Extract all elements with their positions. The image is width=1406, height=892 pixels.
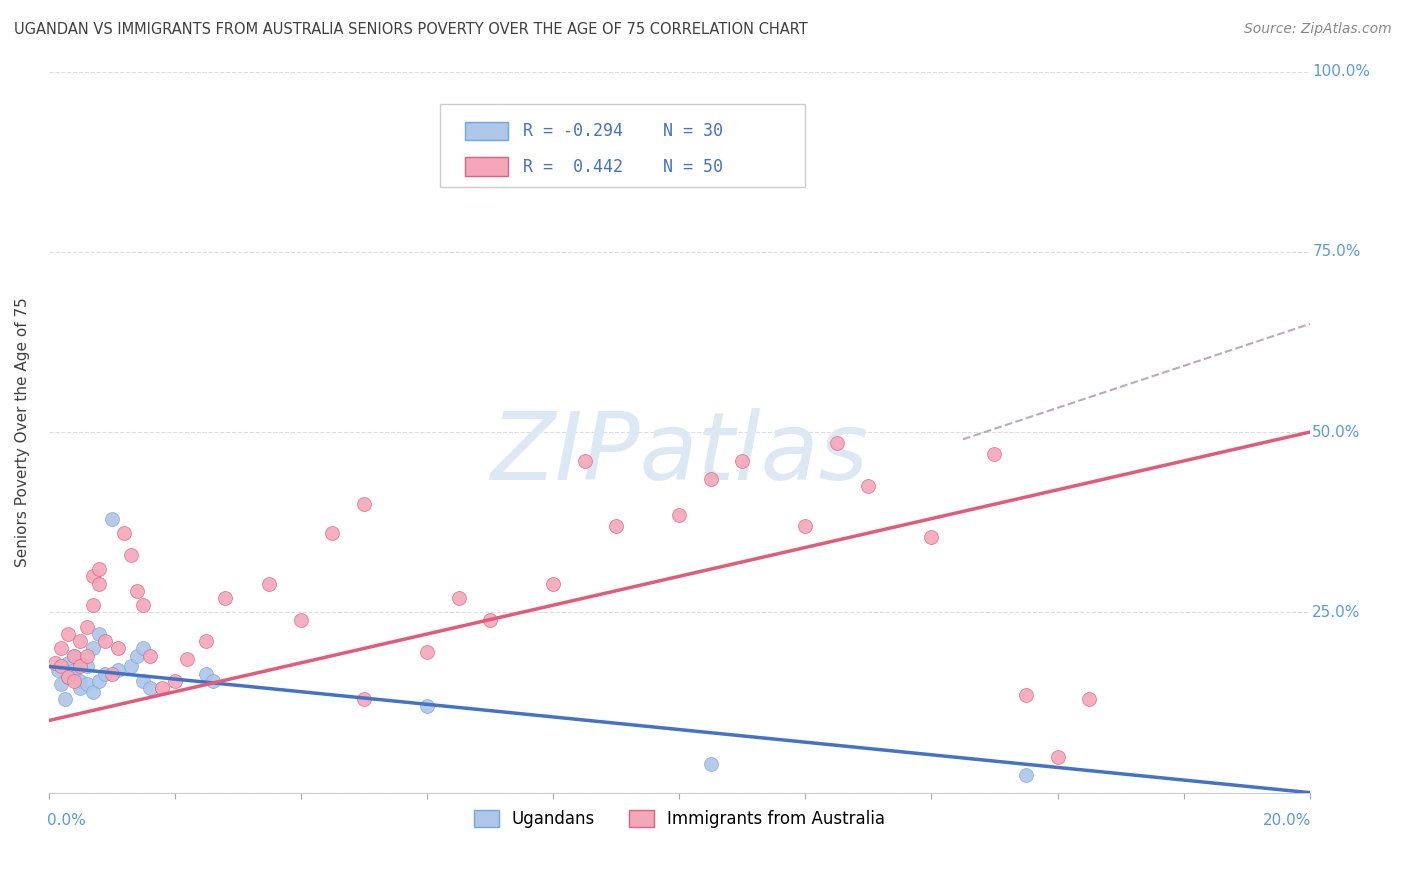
Point xyxy=(259,576,281,591)
FancyBboxPatch shape xyxy=(465,122,508,140)
Legend: Ugandans, Immigrants from Australia: Ugandans, Immigrants from Australia xyxy=(467,804,891,835)
Point xyxy=(749,158,772,172)
Point xyxy=(1015,688,1038,702)
Point xyxy=(353,692,375,706)
Point xyxy=(69,656,91,670)
Point xyxy=(214,591,236,605)
Point xyxy=(107,663,129,677)
Text: 75.0%: 75.0% xyxy=(1312,244,1361,260)
Point xyxy=(69,673,91,688)
Point xyxy=(107,641,129,656)
Point xyxy=(920,530,942,544)
Point xyxy=(82,641,104,656)
Y-axis label: Seniors Poverty Over the Age of 75: Seniors Poverty Over the Age of 75 xyxy=(15,297,30,567)
Text: 25.0%: 25.0% xyxy=(1312,605,1361,620)
Point xyxy=(150,681,173,695)
Point xyxy=(82,684,104,698)
Point xyxy=(120,548,142,562)
Point xyxy=(479,613,502,627)
Point xyxy=(51,659,73,673)
Point xyxy=(94,666,117,681)
Text: R = -0.294    N = 30: R = -0.294 N = 30 xyxy=(523,122,723,140)
Point xyxy=(51,641,73,656)
Point xyxy=(700,472,723,486)
Point xyxy=(574,454,596,468)
Point xyxy=(56,656,79,670)
Point xyxy=(195,666,218,681)
Point xyxy=(63,648,86,663)
Point xyxy=(138,681,160,695)
Point xyxy=(700,756,723,771)
Point xyxy=(163,673,186,688)
Point xyxy=(353,497,375,511)
Point xyxy=(69,681,91,695)
Text: UGANDAN VS IMMIGRANTS FROM AUSTRALIA SENIORS POVERTY OVER THE AGE OF 75 CORRELAT: UGANDAN VS IMMIGRANTS FROM AUSTRALIA SEN… xyxy=(14,22,808,37)
Point xyxy=(76,659,98,673)
Point xyxy=(89,576,111,591)
Point xyxy=(605,519,627,533)
Point xyxy=(416,645,439,659)
Point xyxy=(53,692,76,706)
Point xyxy=(46,663,69,677)
Point xyxy=(447,591,470,605)
FancyBboxPatch shape xyxy=(465,157,508,176)
Point xyxy=(120,659,142,673)
Point xyxy=(132,598,155,612)
Point xyxy=(858,479,880,493)
Point xyxy=(56,670,79,684)
Point xyxy=(101,511,124,525)
FancyBboxPatch shape xyxy=(440,104,806,187)
Point xyxy=(76,648,98,663)
Point xyxy=(132,641,155,656)
Point xyxy=(321,526,343,541)
Point xyxy=(76,620,98,634)
Text: 100.0%: 100.0% xyxy=(1312,64,1371,79)
Point xyxy=(138,648,160,663)
Point xyxy=(1078,692,1101,706)
Text: 20.0%: 20.0% xyxy=(1263,814,1310,828)
Point xyxy=(82,569,104,583)
Point xyxy=(89,673,111,688)
Point xyxy=(69,634,91,648)
Point xyxy=(89,562,111,576)
Point xyxy=(1015,767,1038,781)
Point xyxy=(112,526,135,541)
Point xyxy=(176,652,198,666)
Point xyxy=(125,648,148,663)
Text: R =  0.442    N = 50: R = 0.442 N = 50 xyxy=(523,158,723,176)
Point xyxy=(56,627,79,641)
Text: 50.0%: 50.0% xyxy=(1312,425,1361,440)
Point xyxy=(983,447,1005,461)
Point xyxy=(63,673,86,688)
Point xyxy=(76,677,98,691)
Point xyxy=(794,519,817,533)
Point xyxy=(101,666,124,681)
Point xyxy=(89,627,111,641)
Point xyxy=(541,576,564,591)
Point xyxy=(69,659,91,673)
Point xyxy=(195,634,218,648)
Point xyxy=(51,677,73,691)
Point xyxy=(82,598,104,612)
Point xyxy=(132,673,155,688)
Point xyxy=(290,613,312,627)
Point xyxy=(668,508,690,522)
Text: Source: ZipAtlas.com: Source: ZipAtlas.com xyxy=(1244,22,1392,37)
Point xyxy=(731,454,754,468)
Point xyxy=(44,656,66,670)
Point xyxy=(56,670,79,684)
Text: ZIPatlas: ZIPatlas xyxy=(491,409,868,500)
Text: 0.0%: 0.0% xyxy=(48,814,86,828)
Point xyxy=(125,583,148,598)
Point xyxy=(63,663,86,677)
Point xyxy=(63,670,86,684)
Point xyxy=(416,699,439,714)
Point xyxy=(825,436,848,450)
Point xyxy=(1046,749,1069,764)
Point xyxy=(94,634,117,648)
Point xyxy=(63,648,86,663)
Point xyxy=(201,673,224,688)
